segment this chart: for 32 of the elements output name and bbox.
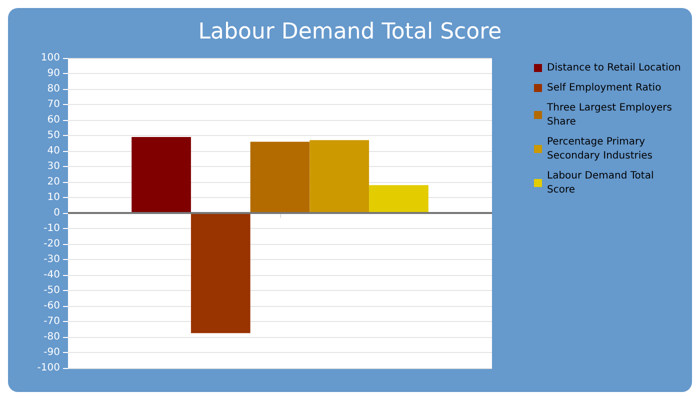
bar [310, 140, 370, 213]
y-tick-label: 80 [47, 84, 60, 94]
y-tick-label: -90 [44, 347, 60, 358]
y-tick-label: -50 [44, 285, 60, 296]
y-tick-label: -70 [44, 316, 60, 327]
y-tick-label: 40 [47, 146, 60, 156]
chart-title: Labour Demand Total Score [198, 20, 502, 44]
y-tick-label: -100 [37, 362, 60, 374]
y-tick-label: 100 [40, 52, 60, 64]
y-tick-label: 70 [47, 99, 60, 110]
y-tick-label: -10 [44, 223, 60, 234]
y-tick-label: -40 [44, 270, 60, 280]
bar [369, 185, 428, 213]
bar [190, 213, 250, 334]
y-tick-label: 10 [47, 192, 60, 203]
legend-label: Three Largest Employers Share [546, 102, 676, 128]
y-tick-label: 20 [47, 176, 60, 188]
legend-label: Self Employment Ratio [547, 82, 662, 94]
y-tick-label: -80 [44, 332, 60, 342]
y-tick-label: 60 [47, 114, 60, 126]
bar [250, 142, 310, 213]
y-tick-label: 50 [47, 130, 60, 141]
y-tick-label: -60 [44, 300, 60, 312]
bar [132, 137, 191, 213]
y-tick-label: -30 [44, 254, 60, 265]
legend-label: Labour Demand Total Score [547, 170, 657, 196]
y-tick-label: 0 [54, 208, 60, 218]
y-tick-label: 30 [47, 161, 60, 172]
legend-label: Percentage Primary Secondary Industries [547, 136, 652, 162]
legend-label: Distance to Retail Location [547, 62, 681, 74]
y-tick-label: 90 [47, 68, 60, 79]
y-tick-label: -20 [44, 238, 60, 250]
